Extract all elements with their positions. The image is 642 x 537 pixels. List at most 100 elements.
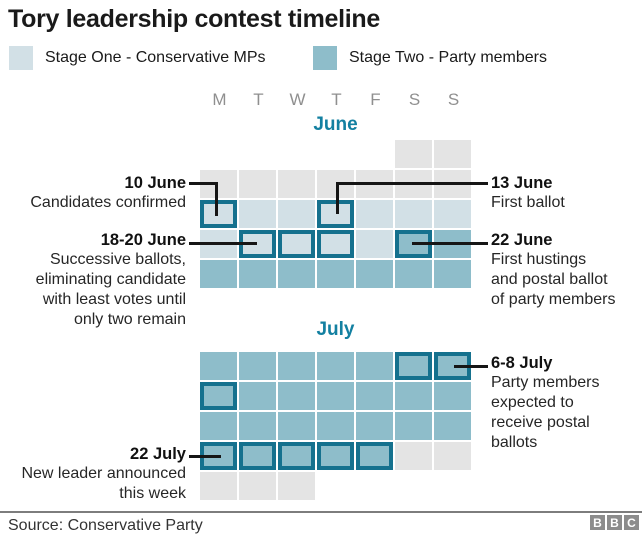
july-day-cell-15	[200, 412, 237, 440]
weekday-saturday: S	[408, 90, 421, 109]
july-day-cell-20	[395, 412, 432, 440]
june-day-cell-10	[200, 200, 237, 228]
june-day-cell-15	[395, 200, 432, 228]
june-day-cell-19	[278, 230, 315, 258]
june-day-cell-28	[356, 260, 393, 288]
pointer-line-13-june	[336, 182, 488, 185]
july-day-cell-19	[356, 412, 393, 440]
june-day-cell-2	[434, 140, 471, 168]
annotation-10-june: 10 June Candidates confirmed	[0, 173, 186, 213]
legend-label: Stage Two - Party members	[349, 49, 547, 66]
annotation-text-line: First hustings	[491, 251, 587, 268]
july-day-cell-27	[395, 442, 432, 470]
annotation-22-july: 22 July New leader announced this week	[0, 444, 186, 504]
june-day-cell-24	[200, 260, 237, 288]
month-label-june: June	[313, 114, 358, 135]
july-day-cell-16	[239, 412, 276, 440]
weekday-header-row: M T W T F S S	[200, 90, 473, 110]
legend-label: Stage One - Conservative MPs	[45, 49, 266, 66]
annotation-date: 18-20 June	[100, 231, 186, 249]
page-title: Tory leadership contest timeline	[8, 5, 380, 33]
june-day-cell-5	[278, 170, 315, 198]
june-day-cell-30	[434, 260, 471, 288]
july-day-cell-11	[317, 382, 354, 410]
pointer-line-22-june	[412, 242, 488, 245]
legend-item-stage-two: Stage Two - Party members	[313, 45, 547, 71]
pointer-line-13-june	[336, 182, 339, 214]
july-day-cell-4	[317, 352, 354, 380]
weekday-friday: F	[370, 90, 381, 109]
annotation-text-line: only two remain	[73, 311, 186, 328]
annotation-text-line: this week	[119, 485, 186, 502]
month-label-july: July	[316, 319, 355, 340]
july-day-cell-21	[434, 412, 471, 440]
july-day-cell-23	[239, 442, 276, 470]
june-day-cell-4	[239, 170, 276, 198]
july-day-cell-12	[356, 382, 393, 410]
calendar-grid-july	[200, 352, 473, 500]
june-day-cell-26	[278, 260, 315, 288]
annotation-date: 13 June	[491, 174, 553, 192]
annotation-text-line: Successive ballots,	[49, 251, 186, 268]
july-day-cell-2	[239, 352, 276, 380]
pointer-line-6-8-july	[454, 365, 488, 368]
weekday-tuesday: T	[253, 90, 264, 109]
june-day-cell-27	[317, 260, 354, 288]
july-day-cell-31	[278, 472, 315, 500]
july-day-cell-30	[239, 472, 276, 500]
weekday-sunday: S	[447, 90, 460, 109]
july-day-cell-1	[200, 352, 237, 380]
annotation-text-line: of party members	[491, 291, 616, 308]
annotation-text-line: receive postal	[491, 414, 590, 431]
annotation-text-line: Candidates confirmed	[30, 194, 186, 211]
footer-divider	[0, 511, 642, 513]
annotation-date: 22 July	[130, 445, 186, 463]
bbc-logo-block: B	[607, 515, 622, 530]
july-day-cell-28	[434, 442, 471, 470]
july-day-cell-29	[200, 472, 237, 500]
june-day-cell-12	[278, 200, 315, 228]
july-day-cell-26	[356, 442, 393, 470]
weekday-wednesday: W	[289, 90, 306, 109]
stage-two-swatch	[313, 46, 337, 70]
annotation-text-line: and postal ballot	[491, 271, 608, 288]
july-day-cell-25	[317, 442, 354, 470]
stage-one-swatch	[9, 46, 33, 70]
annotation-date: 22 June	[491, 231, 553, 249]
june-day-cell-20	[317, 230, 354, 258]
annotation-date: 10 June	[124, 174, 186, 192]
bbc-logo-block: C	[624, 515, 639, 530]
annotation-6-8-july: 6-8 July Party members expected to receive …	[491, 353, 641, 453]
june-day-cell-29	[395, 260, 432, 288]
july-day-cell-5	[356, 352, 393, 380]
annotation-text-line: with least votes until	[42, 291, 186, 308]
july-day-cell-10	[278, 382, 315, 410]
june-day-cell-11	[239, 200, 276, 228]
legend-item-stage-one: Stage One - Conservative MPs	[9, 45, 266, 71]
july-day-cell-9	[239, 382, 276, 410]
annotation-18-20-june: 18-20 June Successive ballots, eliminating…	[0, 230, 186, 330]
july-day-cell-8	[200, 382, 237, 410]
pointer-line-10-june	[215, 182, 218, 216]
annotation-date: 6-8 July	[491, 354, 553, 372]
june-day-cell-1	[395, 140, 432, 168]
july-day-cell-6	[395, 352, 432, 380]
annotation-text-line: First ballot	[491, 194, 565, 211]
july-day-cell-17	[278, 412, 315, 440]
annotation-text-line: Party members	[491, 374, 600, 391]
july-day-cell-24	[278, 442, 315, 470]
weekday-thursday: T	[331, 90, 342, 109]
june-day-cell-21	[356, 230, 393, 258]
june-day-cell-16	[434, 200, 471, 228]
june-day-cell-13	[317, 200, 354, 228]
pointer-line-10-june	[189, 182, 218, 185]
bbc-logo-block: B	[590, 515, 605, 530]
annotation-22-june: 22 June First hustings and postal ballot of…	[491, 230, 641, 310]
july-day-cell-18	[317, 412, 354, 440]
annotation-text-line: eliminating candidate	[35, 271, 186, 288]
weekday-monday: M	[212, 90, 227, 109]
annotation-text-line: New leader announced	[21, 465, 186, 482]
annotation-text-line: ballots	[491, 434, 538, 451]
